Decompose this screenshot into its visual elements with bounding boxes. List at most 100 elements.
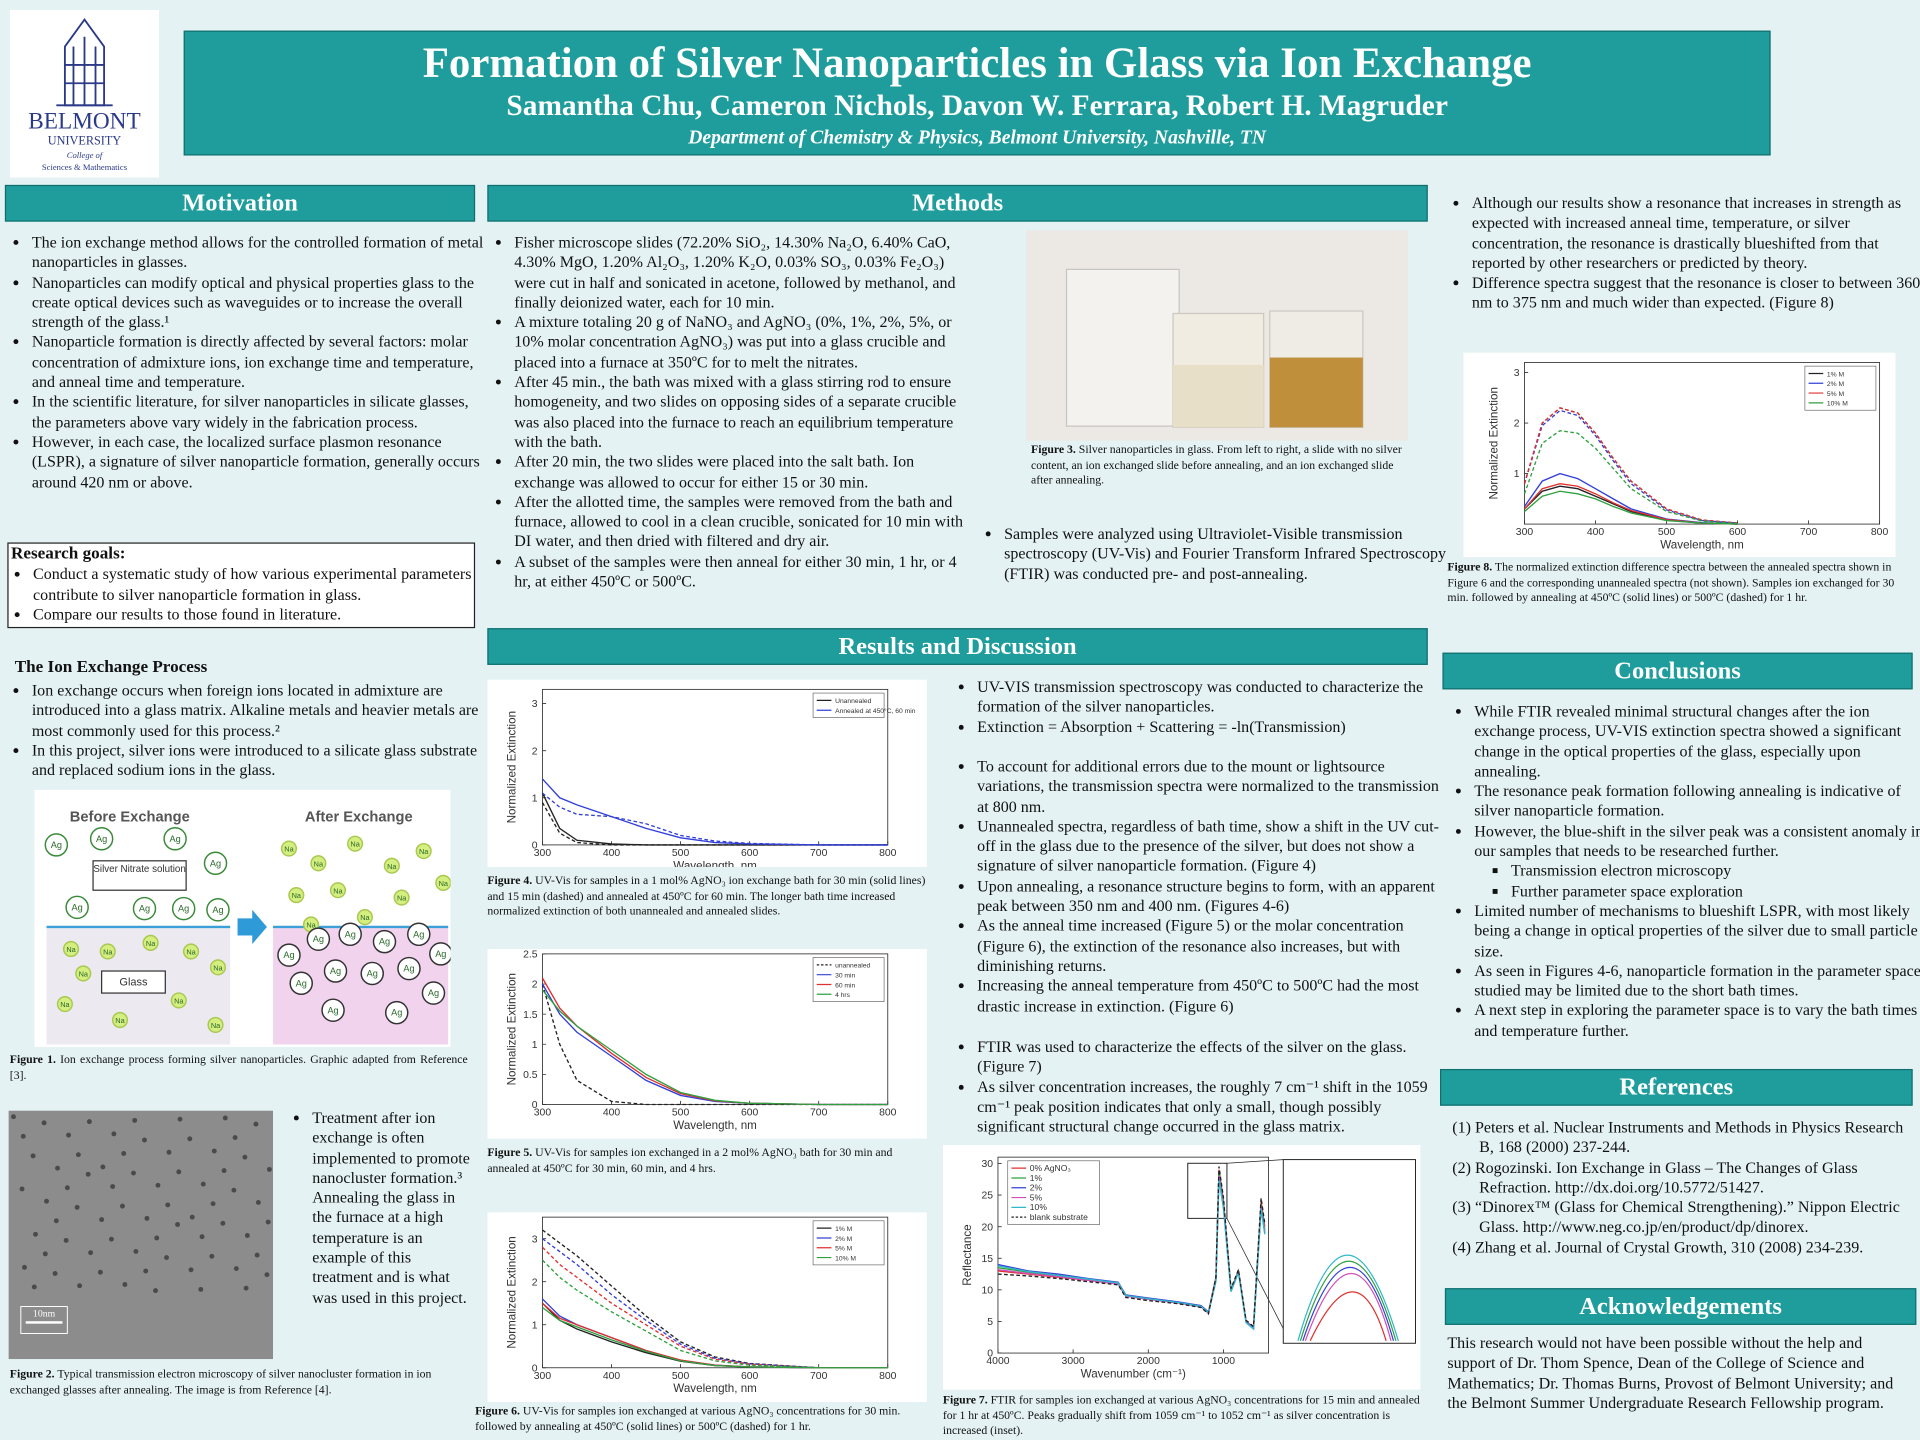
particle (122, 1282, 128, 1287)
x-tick-label: 2000 (1137, 1356, 1160, 1367)
ion-label: Ag (139, 904, 150, 914)
y-tick-label: 5 (987, 1317, 993, 1328)
particle (131, 1170, 136, 1176)
series-line (541, 802, 888, 846)
bullet-text: Limited number of mechanisms to blueshif… (1474, 901, 1918, 960)
bullet: Extinction = Absorption + Scattering = -… (977, 717, 1442, 737)
caption: Figure 8. The normalized extinction diff… (1447, 561, 1903, 607)
logo: BELMONT UNIVERSITY College of Sciences &… (9, 9, 160, 178)
ion-label: Na (115, 1016, 125, 1025)
ion (321, 998, 345, 1022)
series-line (542, 1238, 888, 1369)
x-tick-label: 500 (672, 1108, 690, 1119)
section-header: Results and Discussion (487, 628, 1428, 665)
legend-label: 2% (1030, 1183, 1043, 1193)
particle (86, 1119, 92, 1125)
legend-label: 1% M (1827, 371, 1845, 378)
bullet: As seen in Figures 4-6, nanoparticle for… (1474, 961, 1920, 1001)
bullet: Treatment after ion exchange is often im… (312, 1108, 471, 1308)
caption-label: Figure 8. (1447, 560, 1493, 575)
bullet-text: While FTIR revealed minimal structural c… (1474, 701, 1902, 780)
particle (22, 1264, 27, 1270)
bullet: A mixture totaling 20 g of NaNO₃ and AgN… (514, 312, 977, 372)
bullet-text: As seen in Figures 4-6, nanoparticle for… (1474, 961, 1920, 1000)
particle (220, 1220, 226, 1226)
particle (199, 1234, 205, 1240)
particle (74, 1204, 80, 1210)
particle (210, 1201, 216, 1207)
section-header: Motivation (4, 184, 476, 222)
caption-label: Figure 2. (9, 1367, 55, 1382)
ion-label: Ag (379, 937, 390, 947)
particle (243, 1285, 249, 1291)
authors: Samantha Chu, Cameron Nichols, Davon W. … (506, 90, 1448, 123)
caption-label: Figure 5. (487, 1146, 533, 1160)
ion-label: Na (350, 840, 360, 849)
legend-label: Unannealed (835, 698, 872, 705)
caption-label: Figure 1. (9, 1053, 56, 1067)
ion (356, 909, 373, 926)
particle (99, 1217, 105, 1223)
bullet-text: However, the blue-shift in the silver pe… (1474, 821, 1920, 860)
x-tick-label: 400 (603, 1108, 621, 1119)
ion (44, 833, 69, 857)
legend-label: 5% M (835, 1246, 853, 1253)
caption-label: Figure 6. (475, 1404, 520, 1418)
bullet-text: The resonance peak formation following a… (1474, 781, 1901, 820)
ion (203, 851, 228, 876)
ion (384, 1000, 409, 1025)
ion (435, 874, 451, 891)
caption-text: Typical transmission electron microscopy… (9, 1367, 432, 1397)
plot-frame (542, 1216, 889, 1369)
x-tick-label: 600 (741, 848, 759, 859)
series-line (542, 1306, 888, 1369)
caption-text: The normalized extinction difference spe… (1447, 560, 1895, 606)
bullet: However, the blue-shift in the silver pe… (1474, 821, 1920, 901)
x-tick-label: 600 (741, 1108, 759, 1119)
y-tick-label: 30 (981, 1159, 993, 1170)
legend-label: blank substrate (1030, 1212, 1088, 1222)
legend-label: 10% M (1827, 401, 1848, 408)
ion (407, 922, 431, 947)
particle (33, 1231, 38, 1237)
research-goals-list: Conduct a systematic study of how variou… (11, 565, 471, 625)
series-line (541, 1259, 888, 1369)
figure-label: After Exchange (305, 810, 413, 826)
y-tick-label: 0 (532, 1363, 538, 1374)
y-tick-label: 25 (981, 1191, 993, 1202)
series-line (997, 1166, 1266, 1328)
ion (75, 965, 92, 982)
x-tick-label: 500 (672, 1371, 690, 1382)
bullet: After 45 min., the bath was mixed with a… (514, 372, 977, 452)
series-line (1523, 407, 1738, 524)
y-axis-label: Normalized Extinction (506, 973, 519, 1085)
x-tick-label: 700 (810, 848, 828, 859)
y-tick-label: 2 (532, 980, 538, 991)
ion-label: Na (306, 921, 316, 930)
caption-label: Figure 4. (487, 874, 533, 888)
ion (280, 840, 298, 857)
particle (133, 1248, 139, 1254)
bullet: FTIR was used to characterize the effect… (977, 1037, 1442, 1077)
caption-text: UV-Vis for samples ion exchanged in a 2 … (487, 1146, 893, 1176)
ion-label: Na (103, 947, 113, 956)
ion (132, 896, 157, 921)
y-tick-label: 2 (1514, 419, 1520, 430)
x-tick-label: 600 (1729, 527, 1747, 538)
ion-label: Na (284, 845, 294, 854)
series-line (1523, 409, 1738, 524)
particle (88, 1250, 94, 1256)
bullet: A next step in exploring the parameter s… (1474, 1001, 1920, 1041)
bullet: Conduct a systematic study of how variou… (33, 565, 471, 605)
x-tick-label: 700 (1800, 527, 1818, 538)
ion-label: Na (292, 891, 302, 900)
ion (142, 934, 159, 951)
particle (177, 1116, 183, 1122)
ion-label: Ag (169, 834, 180, 844)
y-tick-label: 0.5 (523, 1070, 538, 1081)
particle (53, 1218, 59, 1224)
particle (64, 1185, 70, 1191)
series-line (542, 792, 888, 846)
y-tick-label: 3 (532, 1234, 538, 1245)
